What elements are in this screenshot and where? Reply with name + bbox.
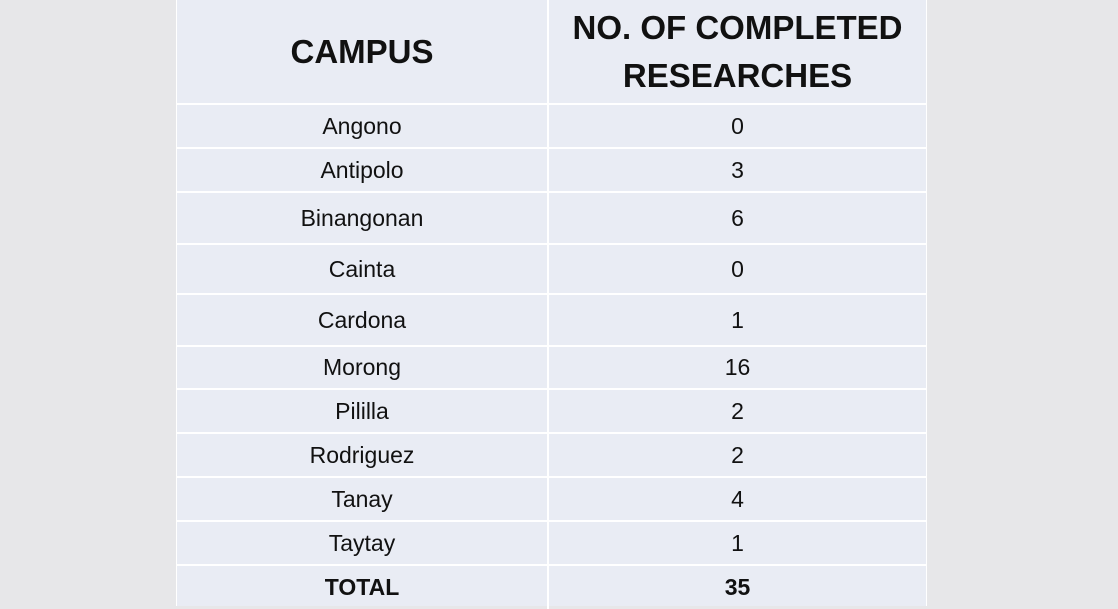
header-row: CAMPUS NO. OF COMPLETED RESEARCHES xyxy=(177,0,926,105)
count-cell: 0 xyxy=(548,104,926,149)
table-row: Angono 0 xyxy=(177,104,926,149)
campus-cell: Taytay xyxy=(177,521,549,566)
total-label: TOTAL xyxy=(177,565,549,609)
count-cell: 6 xyxy=(548,192,926,245)
table-row: Morong 16 xyxy=(177,346,926,390)
count-cell: 1 xyxy=(548,294,926,347)
campus-cell: Binangonan xyxy=(177,192,549,245)
count-cell: 1 xyxy=(548,521,926,566)
table-row: Cainta 0 xyxy=(177,244,926,295)
count-cell: 2 xyxy=(548,389,926,434)
campus-cell: Cainta xyxy=(177,244,549,295)
campus-header: CAMPUS xyxy=(177,0,549,105)
table-row: Taytay 1 xyxy=(177,521,926,566)
campus-cell: Angono xyxy=(177,104,549,149)
campus-cell: Morong xyxy=(177,346,549,390)
count-cell: 0 xyxy=(548,244,926,295)
completed-researches-table: CAMPUS NO. OF COMPLETED RESEARCHES Angon… xyxy=(177,0,926,609)
total-count: 35 xyxy=(724,574,751,600)
count-cell: 16 xyxy=(548,346,926,390)
table-container: CAMPUS NO. OF COMPLETED RESEARCHES Angon… xyxy=(176,0,927,609)
count-cell: 3 xyxy=(548,148,926,193)
table-row: Binangonan 6 xyxy=(177,192,926,245)
count-cell: 2 xyxy=(548,433,926,478)
table-row: Pililla 2 xyxy=(177,389,926,434)
count-cell: 4 xyxy=(548,477,926,522)
total-row: TOTAL 35 xyxy=(177,565,926,609)
campus-cell: Antipolo xyxy=(177,148,549,193)
table-row: Rodriguez 2 xyxy=(177,433,926,478)
table-row: Cardona 1 xyxy=(177,294,926,347)
campus-cell: Cardona xyxy=(177,294,549,347)
campus-cell: Pililla xyxy=(177,389,549,434)
table-row: Antipolo 3 xyxy=(177,148,926,193)
researches-header: NO. OF COMPLETED RESEARCHES xyxy=(548,0,926,105)
campus-cell: Rodriguez xyxy=(177,433,549,478)
table-row: Tanay 4 xyxy=(177,477,926,522)
campus-cell: Tanay xyxy=(177,477,549,522)
